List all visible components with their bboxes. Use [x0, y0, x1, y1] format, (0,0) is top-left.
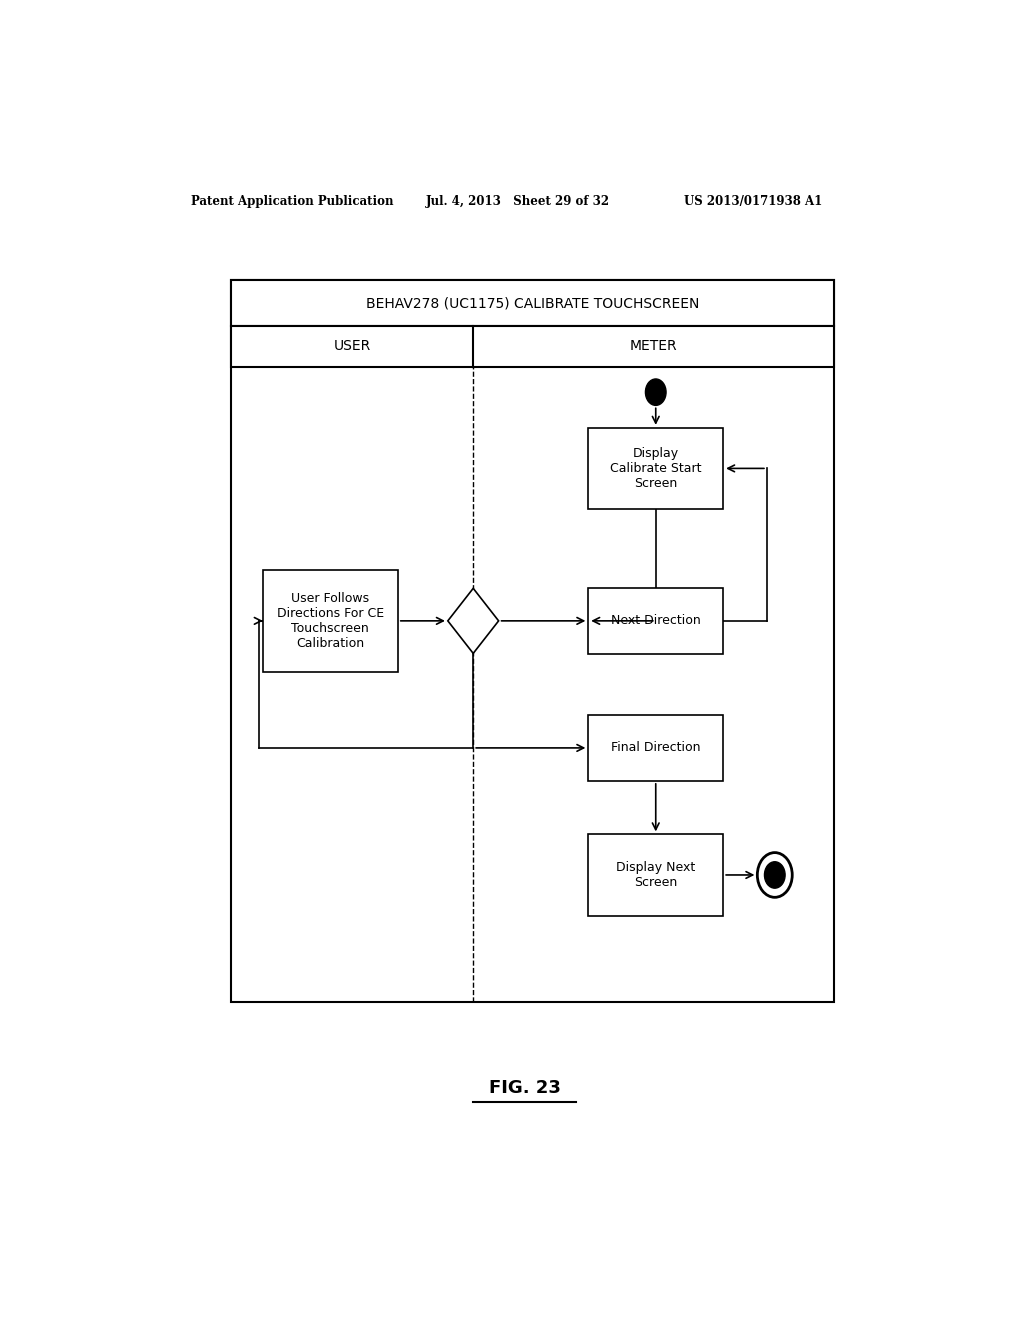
- Text: METER: METER: [630, 339, 678, 354]
- Text: Final Direction: Final Direction: [611, 742, 700, 755]
- Text: Patent Application Publication: Patent Application Publication: [191, 194, 394, 207]
- Text: Display Next
Screen: Display Next Screen: [616, 861, 695, 888]
- Bar: [588, 428, 723, 510]
- Bar: [263, 570, 397, 672]
- Text: FIG. 23: FIG. 23: [488, 1080, 561, 1097]
- Text: BEHAV278 (UC1175) CALIBRATE TOUCHSCREEN: BEHAV278 (UC1175) CALIBRATE TOUCHSCREEN: [366, 296, 699, 310]
- Bar: [231, 280, 835, 326]
- Text: Next Direction: Next Direction: [611, 614, 700, 627]
- Text: US 2013/0171938 A1: US 2013/0171938 A1: [684, 194, 822, 207]
- Circle shape: [765, 862, 785, 888]
- Bar: [588, 587, 723, 653]
- Text: User Follows
Directions For CE
Touchscreen
Calibration: User Follows Directions For CE Touchscre…: [276, 591, 384, 649]
- Bar: [588, 715, 723, 781]
- Text: Jul. 4, 2013   Sheet 29 of 32: Jul. 4, 2013 Sheet 29 of 32: [426, 194, 609, 207]
- Bar: [231, 326, 835, 367]
- Text: USER: USER: [334, 339, 371, 354]
- Circle shape: [758, 853, 793, 898]
- Text: Display
Calibrate Start
Screen: Display Calibrate Start Screen: [610, 447, 701, 490]
- Circle shape: [645, 379, 666, 405]
- Bar: [588, 834, 723, 916]
- Polygon shape: [447, 589, 499, 653]
- Bar: [231, 280, 835, 1002]
